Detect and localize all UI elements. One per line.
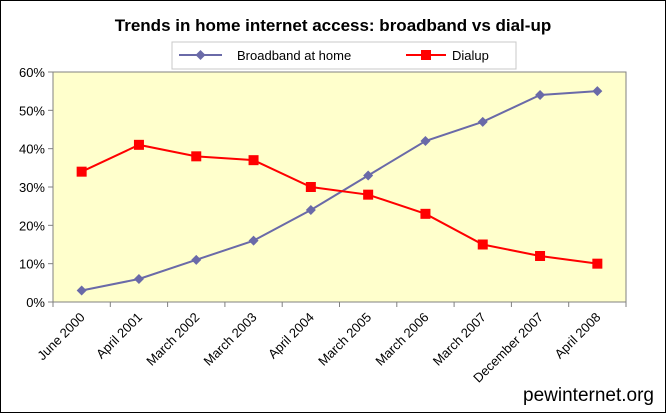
data-point-broadband — [535, 90, 546, 100]
y-tick-label: 40% — [19, 142, 45, 157]
series-line-dialup — [81, 143, 598, 265]
data-point-dialup — [133, 139, 144, 150]
axes — [48, 71, 627, 307]
data-point-broadband — [248, 235, 259, 246]
data-point-dialup — [248, 155, 259, 166]
legend-box — [171, 41, 517, 70]
data-point-dialup — [420, 208, 431, 219]
legend-marker-broadband — [195, 50, 206, 60]
data-point-broadband — [420, 136, 431, 146]
x-tick-label: April 2001 — [93, 310, 145, 362]
data-point-broadband — [191, 254, 202, 265]
data-point-broadband — [305, 205, 316, 215]
x-tick-label: March 2003 — [201, 310, 260, 369]
legend: Broadband at home Dialup — [171, 41, 517, 70]
y-tick-label: 60% — [19, 65, 45, 80]
legend-item-broadband: Broadband at home — [179, 48, 351, 63]
data-point-dialup — [363, 189, 374, 200]
data-point-broadband — [363, 170, 374, 181]
x-tick-label: March 2007 — [430, 310, 489, 369]
series-broadband — [76, 86, 603, 296]
data-point-broadband — [76, 285, 87, 296]
y-tick-label: 20% — [19, 218, 45, 233]
y-tick-label: 50% — [19, 103, 45, 118]
x-tick-label: March 2005 — [315, 310, 374, 369]
data-point-broadband — [133, 274, 144, 284]
y-tick-label: 30% — [19, 180, 45, 195]
x-tick-label: March 2006 — [372, 310, 431, 369]
data-point-broadband — [477, 116, 488, 127]
legend-item-dialup: Dialup — [406, 48, 489, 63]
x-tick-label: June 2000 — [34, 310, 88, 364]
y-tick-labels: 0% 10% 20% 30% 40% 50% 60% — [19, 65, 45, 310]
data-point-dialup — [191, 151, 202, 162]
x-tick-label: April 2008 — [551, 310, 603, 362]
data-point-dialup — [592, 258, 603, 269]
y-tick-label: 0% — [26, 295, 45, 310]
series-line-broadband — [81, 90, 598, 292]
y-tick-label: 10% — [19, 257, 45, 272]
legend-label-broadband: Broadband at home — [237, 48, 351, 63]
data-point-dialup — [305, 182, 316, 192]
data-point-dialup — [535, 251, 546, 261]
data-point-broadband — [592, 86, 603, 97]
x-tick-label: March 2002 — [143, 310, 202, 369]
chart-title: Trends in home internet access: broadban… — [115, 16, 551, 35]
legend-label-dialup: Dialup — [452, 48, 489, 63]
legend-marker-dialup — [421, 50, 431, 60]
data-point-dialup — [477, 239, 488, 250]
data-point-dialup — [76, 166, 87, 177]
series-layer — [76, 86, 603, 296]
plot-area — [52, 71, 627, 303]
source-credit: pewinternet.org — [523, 385, 654, 406]
x-tick-label: April 2004 — [265, 310, 317, 362]
series-dialup — [76, 139, 603, 269]
